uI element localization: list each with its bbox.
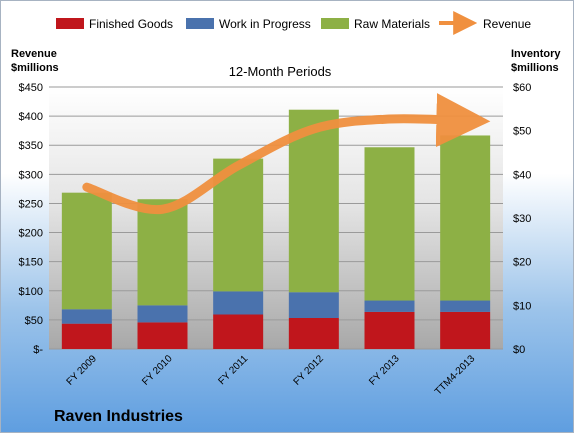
left-axis-title-line1: Revenue — [11, 48, 57, 60]
bar-finished-goods-fy-2011 — [213, 314, 264, 349]
right-tick-label: $20 — [513, 257, 531, 269]
right-tick-label: $10 — [513, 300, 531, 312]
right-tick-label: $50 — [513, 126, 531, 138]
legend-label-work-in-progress: Work in Progress — [219, 17, 311, 31]
left-tick-label: $150 — [19, 257, 43, 269]
bar-raw-materials-fy-2010 — [137, 199, 188, 306]
legend-label-finished-goods: Finished Goods — [89, 17, 173, 31]
left-axis-ticks: $- $50 $100 $150 $200 $250 $300 $350 $400 $450 — [19, 82, 44, 356]
bar-finished-goods-fy-2012 — [288, 317, 339, 349]
legend-label-revenue: Revenue — [483, 17, 531, 31]
category-axis-ticks: FY 2009 FY 2010 FY 2011 FY 2012 FY 2013 TTM4-… — [65, 353, 478, 398]
left-tick-label: $50 — [25, 315, 43, 327]
bar-finished-goods-fy-2010 — [137, 322, 188, 349]
bar-raw-materials-fy-2013 — [364, 147, 415, 301]
category-label-fy-2011: FY 2011 — [216, 353, 250, 387]
bar-finished-goods-ttm4-2013 — [440, 311, 491, 349]
chart-title: 12-Month Periods — [229, 64, 332, 79]
category-label-fy-2010: FY 2010 — [140, 353, 175, 388]
left-tick-label: $450 — [19, 82, 43, 94]
company-name: Raven Industries — [54, 408, 183, 425]
category-label-fy-2009: FY 2009 — [65, 353, 100, 388]
bar-work-in-progress-fy-2013 — [364, 300, 415, 312]
left-tick-label: $350 — [19, 140, 43, 152]
bar-finished-goods-fy-2009 — [61, 323, 112, 349]
right-tick-label: $0 — [513, 344, 525, 356]
left-tick-label: $250 — [19, 198, 43, 210]
legend-label-raw-materials: Raw Materials — [354, 17, 430, 31]
left-tick-label: $400 — [19, 111, 43, 123]
category-label-ttm4-2013: TTM4-2013 — [433, 353, 478, 398]
legend: Finished Goods Work in Progress Raw Mate… — [56, 11, 531, 35]
right-tick-label: $60 — [513, 82, 531, 94]
right-tick-label: $40 — [513, 169, 531, 181]
category-label-fy-2013: FY 2013 — [367, 353, 402, 388]
right-axis-title-line2: $millions — [511, 62, 559, 74]
revenue-line — [82, 93, 491, 215]
revenue-line-path — [82, 93, 491, 215]
legend-swatch-finished-goods — [56, 18, 84, 29]
bar-work-in-progress-ttm4-2013 — [440, 300, 491, 312]
bar-work-in-progress-fy-2012 — [288, 292, 339, 318]
left-axis-title-line2: $millions — [11, 62, 59, 74]
bar-work-in-progress-fy-2011 — [213, 291, 264, 315]
right-tick-label: $30 — [513, 213, 531, 225]
plot-area — [49, 87, 503, 349]
category-label-fy-2012: FY 2012 — [292, 353, 327, 388]
left-tick-label: $- — [33, 344, 43, 356]
left-tick-label: $200 — [19, 228, 43, 240]
bar-finished-goods-fy-2013 — [364, 311, 415, 349]
bar-work-in-progress-fy-2010 — [137, 305, 188, 323]
left-tick-label: $100 — [19, 286, 43, 298]
bar-work-in-progress-fy-2009 — [61, 309, 112, 324]
bar-raw-materials-fy-2009 — [61, 192, 112, 310]
left-tick-label: $300 — [19, 169, 43, 181]
bar-series — [61, 109, 491, 349]
right-axis-ticks: $0 $10 $20 $30 $40 $50 $60 — [513, 82, 531, 356]
legend-swatch-raw-materials — [321, 18, 349, 29]
bar-raw-materials-fy-2012 — [288, 109, 339, 293]
right-axis-title-line1: Inventory — [511, 48, 561, 60]
legend-swatch-work-in-progress — [186, 18, 214, 29]
bar-raw-materials-ttm4-2013 — [440, 135, 491, 301]
